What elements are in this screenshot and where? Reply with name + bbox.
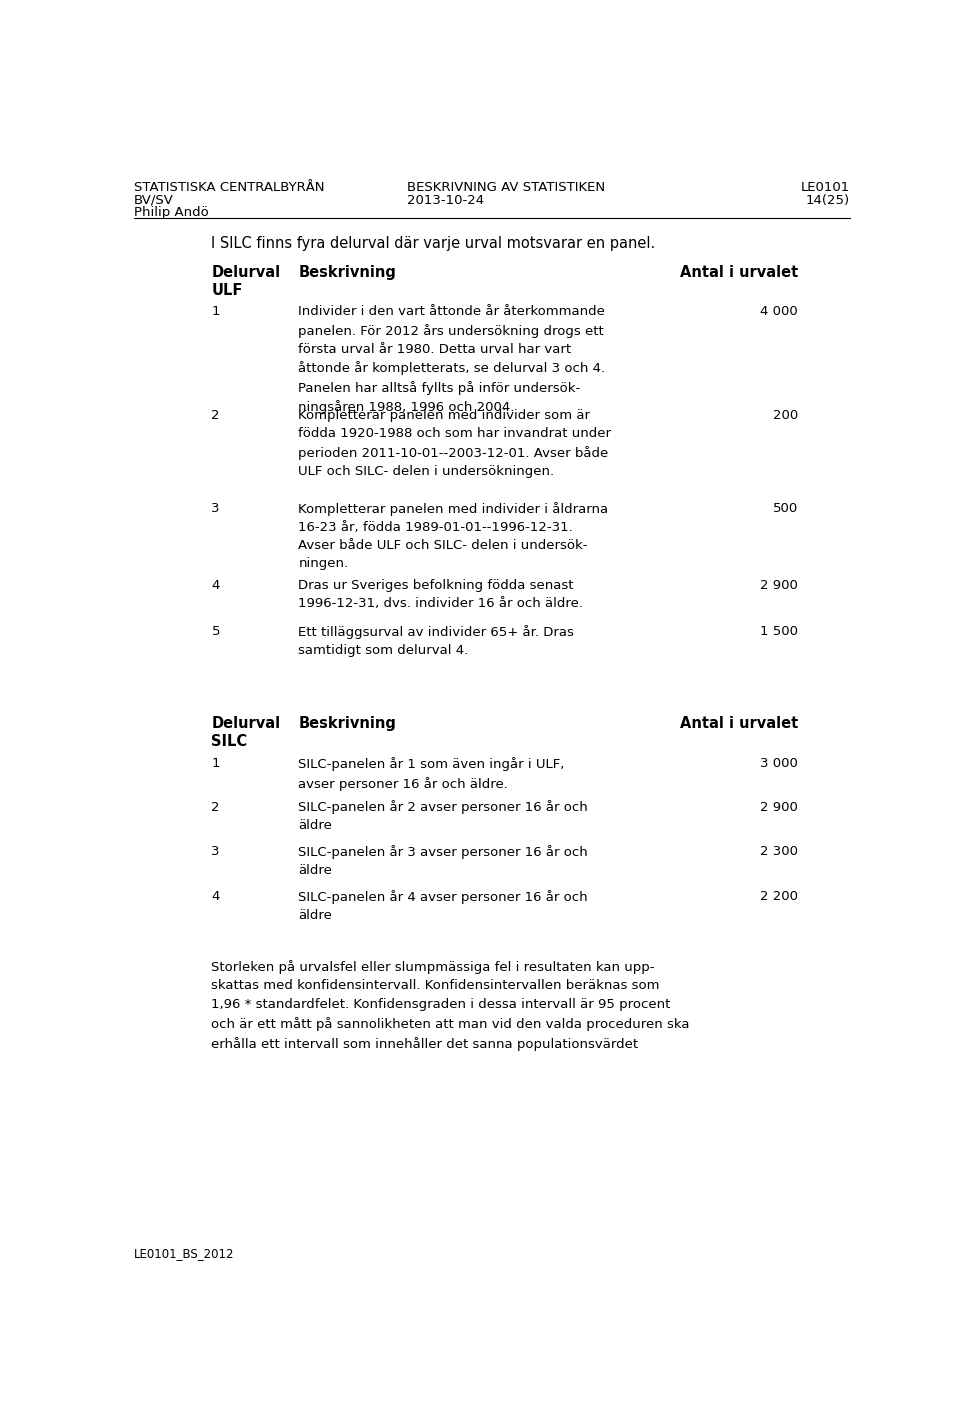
Text: 4 000: 4 000 <box>760 306 798 319</box>
Text: STATISTISKA CENTRALBYRÅN: STATISTISKA CENTRALBYRÅN <box>134 182 324 195</box>
Text: 3: 3 <box>211 502 220 515</box>
Text: I SILC finns fyra delurval där varje urval motsvarar en panel.: I SILC finns fyra delurval där varje urv… <box>211 236 656 252</box>
Text: 2 900: 2 900 <box>760 579 798 592</box>
Text: Beskrivning: Beskrivning <box>299 715 396 731</box>
Text: Philip Andö: Philip Andö <box>134 206 208 219</box>
Text: 2: 2 <box>211 410 220 422</box>
Text: Antal i urvalet: Antal i urvalet <box>680 264 798 280</box>
Text: 2 200: 2 200 <box>760 890 798 903</box>
Text: BESKRIVNING AV STATISTIKEN: BESKRIVNING AV STATISTIKEN <box>407 182 605 195</box>
Text: Kompletterar panelen med individer som är
födda 1920-1988 och som har invandrat : Kompletterar panelen med individer som ä… <box>299 410 612 478</box>
Text: Individer i den vart åttonde år återkommande
panelen. För 2012 års undersökning : Individer i den vart åttonde år återkomm… <box>299 306 606 414</box>
Text: Beskrivning: Beskrivning <box>299 264 396 280</box>
Text: 14(25): 14(25) <box>806 193 850 206</box>
Text: 1 500: 1 500 <box>760 624 798 638</box>
Text: 2 900: 2 900 <box>760 801 798 813</box>
Text: 200: 200 <box>773 410 798 422</box>
Text: 1: 1 <box>211 306 220 319</box>
Text: 2013-10-24: 2013-10-24 <box>407 193 484 206</box>
Text: 4: 4 <box>211 579 220 592</box>
Text: 500: 500 <box>773 502 798 515</box>
Text: Storleken på urvalsfel eller slumpmässiga fel i resultaten kan upp-
skattas med : Storleken på urvalsfel eller slumpmässig… <box>211 960 690 1051</box>
Text: Kompletterar panelen med individer i åldrarna
16-23 år, födda 1989-01-01--1996-1: Kompletterar panelen med individer i åld… <box>299 502 609 570</box>
Text: Delurval
SILC: Delurval SILC <box>211 715 280 749</box>
Text: SILC-panelen år 4 avser personer 16 år och
äldre: SILC-panelen år 4 avser personer 16 år o… <box>299 890 588 921</box>
Text: SILC-panelen år 3 avser personer 16 år och
äldre: SILC-panelen år 3 avser personer 16 år o… <box>299 845 588 877</box>
Text: SILC-panelen år 2 avser personer 16 år och
äldre: SILC-panelen år 2 avser personer 16 år o… <box>299 801 588 832</box>
Text: 5: 5 <box>211 624 220 638</box>
Text: 2: 2 <box>211 801 220 813</box>
Text: SILC-panelen år 1 som även ingår i ULF,
avser personer 16 år och äldre.: SILC-panelen år 1 som även ingår i ULF, … <box>299 758 564 791</box>
Text: 1: 1 <box>211 758 220 771</box>
Text: LE0101_BS_2012: LE0101_BS_2012 <box>134 1247 234 1260</box>
Text: LE0101: LE0101 <box>801 182 850 195</box>
Text: 3 000: 3 000 <box>760 758 798 771</box>
Text: 3: 3 <box>211 845 220 857</box>
Text: Delurval
ULF: Delurval ULF <box>211 264 280 299</box>
Text: Dras ur Sveriges befolkning födda senast
1996-12-31, dvs. individer 16 år och äl: Dras ur Sveriges befolkning födda senast… <box>299 579 584 610</box>
Text: Ett tilläggsurval av individer 65+ år. Dras
samtidigt som delurval 4.: Ett tilläggsurval av individer 65+ år. D… <box>299 624 574 657</box>
Text: BV/SV: BV/SV <box>134 193 174 206</box>
Text: Antal i urvalet: Antal i urvalet <box>680 715 798 731</box>
Text: 2 300: 2 300 <box>760 845 798 857</box>
Text: 4: 4 <box>211 890 220 903</box>
